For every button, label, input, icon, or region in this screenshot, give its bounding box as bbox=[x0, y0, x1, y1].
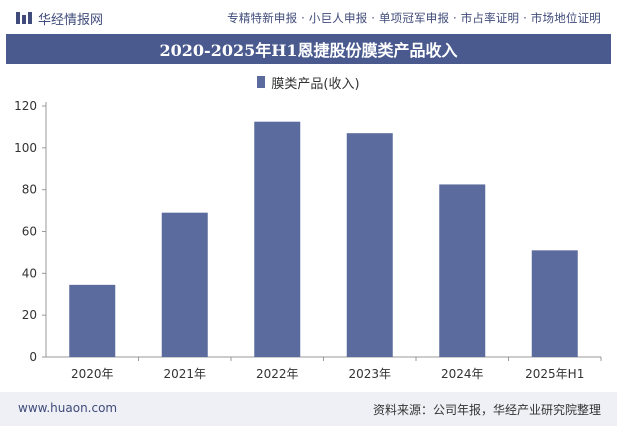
bar[interactable] bbox=[531, 250, 578, 357]
y-tick-label: 0 bbox=[29, 350, 37, 364]
bar[interactable] bbox=[254, 121, 301, 357]
bar-chart: 0 20 40 60 80 100 120 2020年 2021年 2022年 2023年 2024年… bbox=[14, 99, 602, 381]
x-tick-label: 2025年H1 bbox=[525, 367, 584, 381]
bar[interactable] bbox=[69, 284, 116, 357]
y-tick-label: 100 bbox=[14, 141, 37, 155]
source-note: 资料来源：公司年报，华经产业研究院整理 bbox=[372, 403, 601, 417]
x-tick-label: 2022年 bbox=[256, 367, 299, 381]
legend-label: 膜类产品(收入) bbox=[271, 76, 360, 92]
bar[interactable] bbox=[161, 212, 208, 357]
top-bar: 华经情报网 专精特新申报 · 小巨人申报 · 单项冠军申报 · 市占率证明 · … bbox=[0, 0, 617, 34]
bar[interactable] bbox=[439, 184, 486, 357]
bar[interactable] bbox=[346, 133, 393, 357]
brand-logo-icon bbox=[16, 12, 32, 24]
x-tick-label: 2023年 bbox=[348, 367, 391, 381]
y-tick-label: 20 bbox=[22, 308, 37, 322]
x-tick-label: 2024年 bbox=[441, 367, 484, 381]
website-link[interactable]: www.huaon.com bbox=[18, 401, 118, 415]
legend: 膜类产品(收入) bbox=[0, 72, 617, 92]
legend-swatch bbox=[257, 76, 266, 88]
x-tick-label: 2021年 bbox=[163, 367, 206, 381]
brand[interactable]: 华经情报网 bbox=[16, 9, 104, 28]
y-tick-label: 80 bbox=[22, 183, 37, 197]
x-tick-label: 2020年 bbox=[71, 367, 114, 381]
brand-name: 华经情报网 bbox=[38, 12, 104, 28]
y-tick-label: 120 bbox=[14, 99, 37, 113]
footer: www.huaon.com 资料来源：公司年报，华经产业研究院整理 bbox=[0, 392, 617, 426]
chart-title: 2020-2025年H1恩捷股份膜类产品收入 bbox=[6, 34, 611, 64]
y-tick-label: 60 bbox=[22, 225, 37, 239]
tagline: 专精特新申报 · 小巨人申报 · 单项冠军申报 · 市占率证明 · 市场地位证明 bbox=[227, 11, 601, 25]
y-tick-label: 40 bbox=[22, 266, 37, 280]
